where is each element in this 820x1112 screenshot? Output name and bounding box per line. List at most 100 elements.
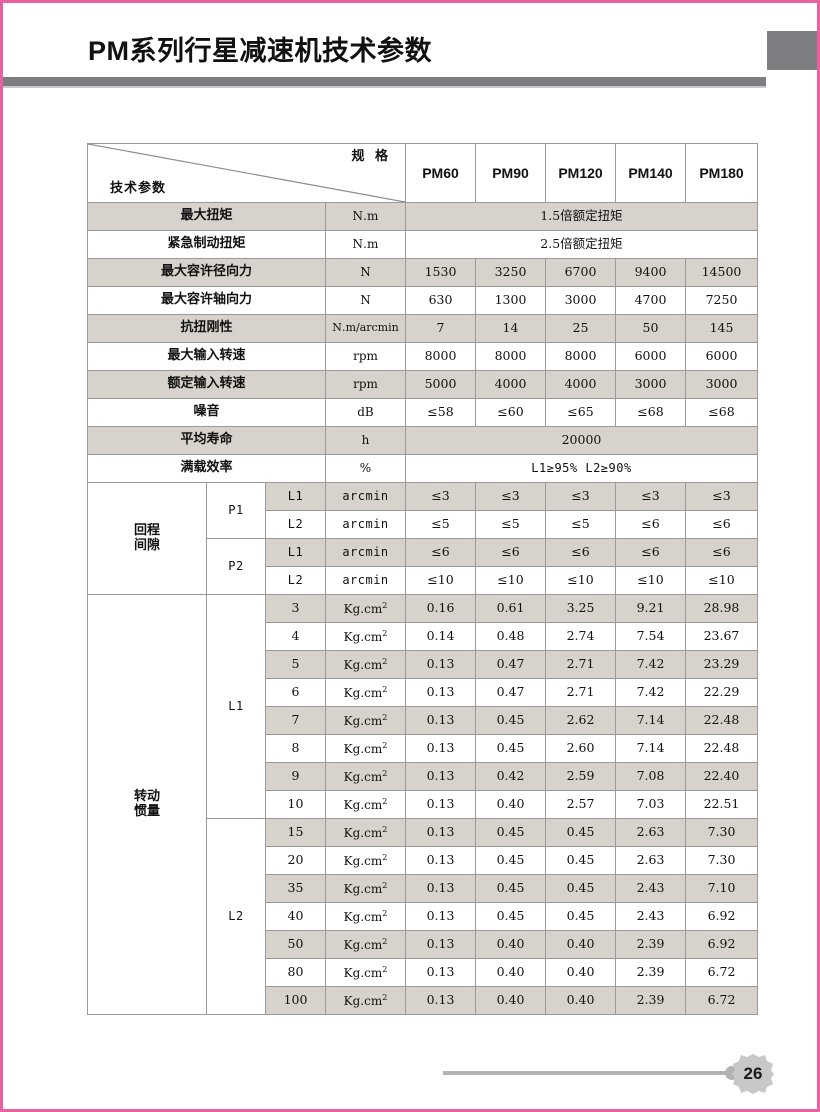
inertia-value: 7.30 (685, 846, 758, 875)
backlash-unit: arcmin (325, 566, 406, 595)
row-label: 平均寿命 (87, 426, 326, 455)
inertia-value: 2.39 (615, 958, 686, 987)
backlash-value: ≤3 (615, 482, 686, 511)
inertia-value: 0.13 (405, 706, 476, 735)
backlash-value: ≤10 (545, 566, 616, 595)
row-unit: % (325, 454, 406, 483)
inertia-value: 28.98 (685, 594, 758, 623)
inertia-ratio: 35 (265, 874, 326, 903)
row-value: 1300 (475, 286, 546, 315)
backlash-value: ≤10 (405, 566, 476, 595)
table-row: 抗扭刚性 N․m/arcmin 7 14 25 50 145 (87, 314, 758, 343)
inertia-value: 22.48 (685, 706, 758, 735)
inertia-value: 0.42 (475, 762, 546, 791)
row-value: ≤68 (615, 398, 686, 427)
inertia-value: 23.67 (685, 622, 758, 651)
table-header-row: 规 格 技术参数 PM60 PM90 PM120 PM140 PM180 (87, 143, 758, 203)
inertia-value: 0.45 (475, 902, 546, 931)
row-value: 4700 (615, 286, 686, 315)
inertia-group-label: 转动 惯量 (87, 594, 207, 1015)
row-merged-value: 20000 (405, 426, 758, 455)
row-value: 50 (615, 314, 686, 343)
inertia-ratio: 4 (265, 622, 326, 651)
inertia-value: 22.29 (685, 678, 758, 707)
inertia-value: 0.13 (405, 762, 476, 791)
inertia-value: 0.13 (405, 874, 476, 903)
column-header-pm180: PM180 (685, 143, 758, 203)
inertia-value: 7.54 (615, 622, 686, 651)
row-value: 8000 (405, 342, 476, 371)
table-row: 35 Kg.cm2 0.13 0.45 0.45 2.43 7.10 (88, 874, 758, 903)
inertia-value: 0.13 (405, 650, 476, 679)
table-row: 平均寿命 h 20000 (87, 426, 758, 455)
inertia-group-label-line2: 惯量 (133, 803, 160, 819)
inertia-unit: Kg.cm2 (325, 678, 406, 707)
inertia-ratio: 80 (265, 958, 326, 987)
backlash-grade-p2: P2 (206, 538, 266, 595)
table-row: 40 Kg.cm2 0.13 0.45 0.45 2.43 6.92 (88, 902, 758, 931)
column-header-pm60: PM60 (405, 143, 476, 203)
inertia-value: 6.72 (685, 958, 758, 987)
backlash-grade-p1: P1 (206, 482, 266, 539)
param-header-label: 技术参数 (110, 181, 167, 197)
inertia-ratio: 15 (265, 818, 326, 847)
row-value: 9400 (615, 258, 686, 287)
page-header: PM系列行星减速机技术参数 (3, 3, 817, 89)
row-unit: dB (325, 398, 406, 427)
backlash-stage: L2 (265, 510, 326, 539)
backlash-stage: L1 (265, 538, 326, 567)
inertia-group-label-line1: 转动 (133, 788, 160, 804)
row-value: ≤68 (685, 398, 758, 427)
inertia-value: 0.40 (475, 790, 546, 819)
inertia-ratio: 3 (265, 594, 326, 623)
inertia-unit: Kg.cm2 (325, 706, 406, 735)
row-unit: h (325, 426, 406, 455)
inertia-unit: Kg.cm2 (325, 986, 406, 1015)
table-row: P2 L1 arcmin ≤6 ≤6 ≤6 ≤6 ≤6 (88, 538, 758, 595)
inertia-value: 9.21 (615, 594, 686, 623)
row-unit: rpm (325, 370, 406, 399)
backlash-value: ≤6 (685, 510, 758, 539)
row-merged-value: 1.5倍额定扭矩 (405, 202, 758, 231)
inertia-value: 0.13 (405, 902, 476, 931)
inertia-value: 0.40 (475, 986, 546, 1015)
backlash-value: ≤5 (405, 510, 476, 539)
row-value: 8000 (545, 342, 616, 371)
inertia-value: 0.45 (545, 818, 616, 847)
row-value: 6700 (545, 258, 616, 287)
inertia-unit: Kg.cm2 (325, 902, 406, 931)
inertia-ratio: 7 (265, 706, 326, 735)
inertia-value: 0.40 (545, 930, 616, 959)
backlash-value: ≤10 (685, 566, 758, 595)
inertia-value: 22.48 (685, 734, 758, 763)
inertia-value: 0.13 (405, 678, 476, 707)
inertia-ratio: 10 (265, 790, 326, 819)
diagonal-divider-icon (88, 144, 405, 202)
inertia-value: 0.45 (475, 874, 546, 903)
table-row: 转动 惯量 L1 3 Kg.cm2 0.16 0.61 3.25 9.21 28… (87, 594, 758, 1015)
inertia-value: 0.13 (405, 930, 476, 959)
row-label: 最大输入转速 (87, 342, 326, 371)
backlash-value: ≤6 (405, 538, 476, 567)
inertia-ratio: 20 (265, 846, 326, 875)
inertia-value: 7.42 (615, 678, 686, 707)
table-row: L2 15 Kg.cm2 0.13 0.45 0.45 2.63 7.30 (88, 818, 758, 1015)
row-value: ≤58 (405, 398, 476, 427)
inertia-value: 2.43 (615, 902, 686, 931)
inertia-stage-l2: L2 (206, 818, 266, 1015)
inertia-unit: Kg.cm2 (325, 762, 406, 791)
inertia-value: 0.40 (545, 986, 616, 1015)
inertia-value: 7.08 (615, 762, 686, 791)
row-unit: N․m (325, 230, 406, 259)
table-row: 9 Kg.cm2 0.13 0.42 2.59 7.08 22.40 (88, 762, 758, 791)
inertia-value: 0.45 (545, 846, 616, 875)
inertia-value: 2.63 (615, 818, 686, 847)
row-value: 4000 (475, 370, 546, 399)
row-value: 630 (405, 286, 476, 315)
page-number-badge: 26 (731, 1052, 775, 1096)
inertia-value: 2.62 (545, 706, 616, 735)
backlash-group-label: 回程 间隙 (87, 482, 207, 595)
inertia-ratio: 9 (265, 762, 326, 791)
inertia-value: 2.60 (545, 734, 616, 763)
inertia-value: 7.42 (615, 650, 686, 679)
